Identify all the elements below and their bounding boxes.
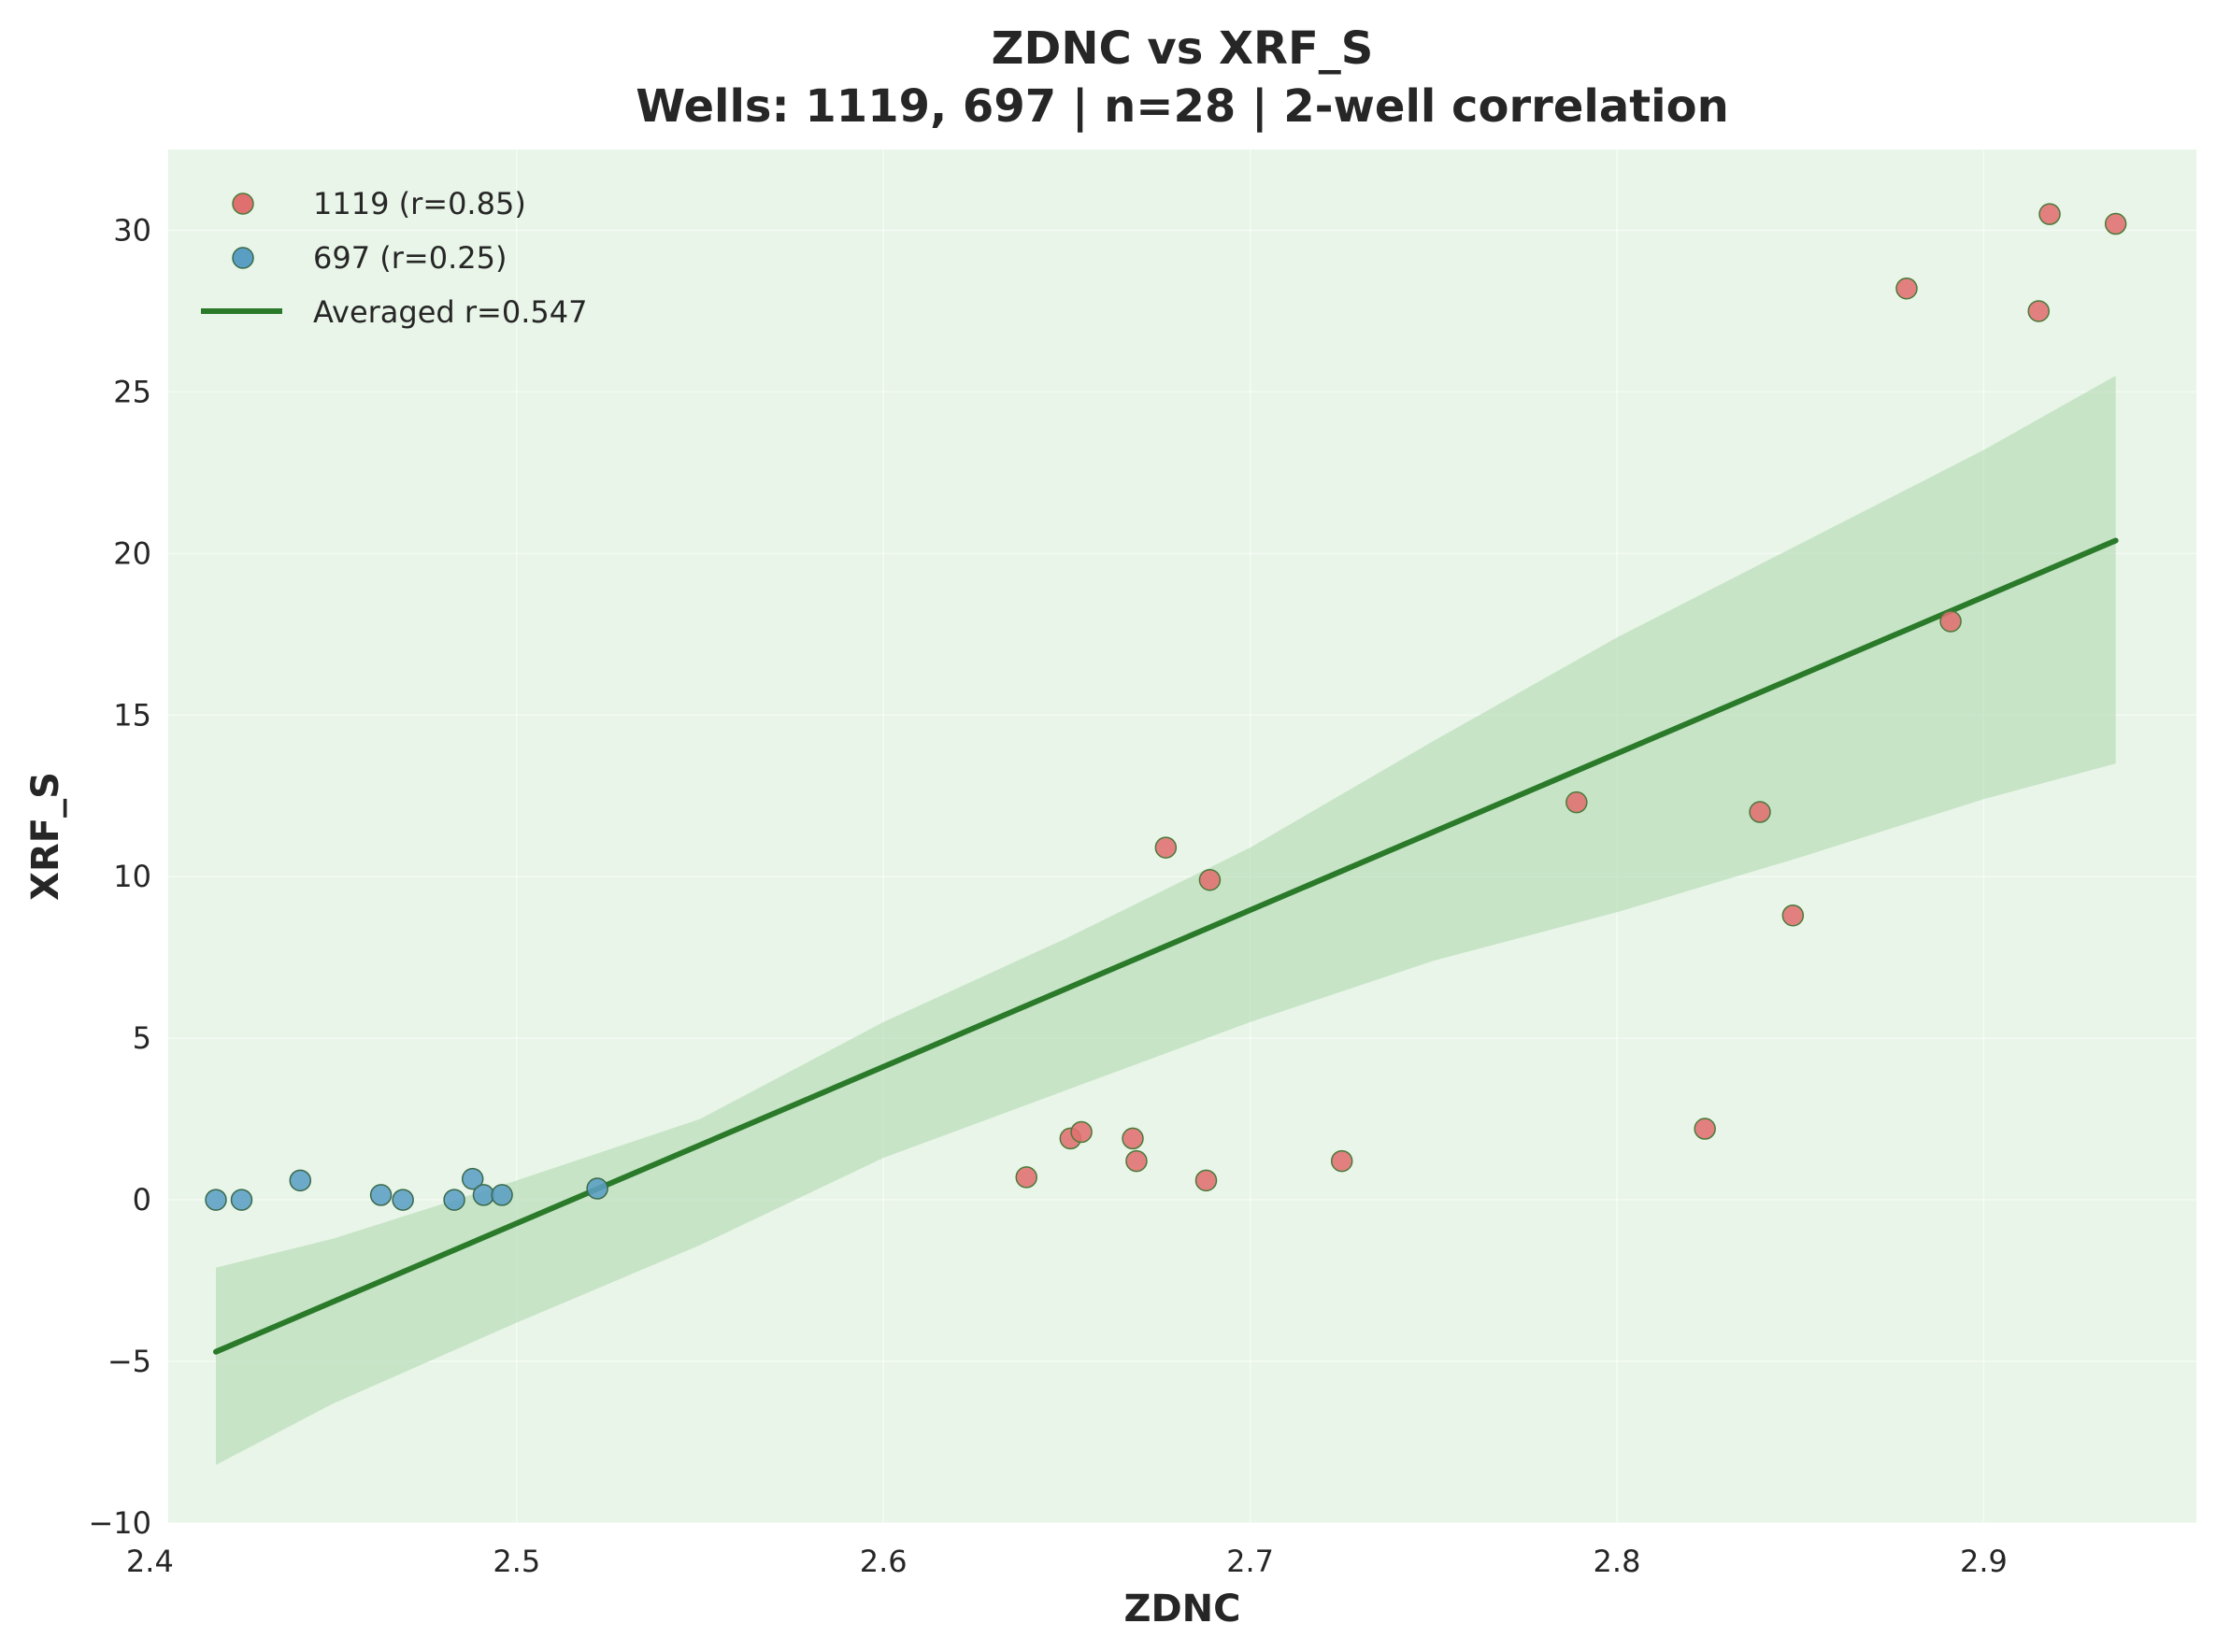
point-series-0 (1198, 868, 1222, 891)
point-series-1 (461, 1167, 484, 1190)
point-series-0 (1749, 801, 1771, 823)
point-series-0 (1154, 836, 1178, 859)
y-axis-ticks: −10 −5 0 5 10 15 20 25 30 (88, 212, 151, 1541)
chart-title: ZDNC vs XRF_S (992, 22, 1374, 75)
y-axis-label: XRF_S (24, 772, 67, 901)
y-tick-label: −5 (107, 1344, 151, 1379)
point-series-0 (2104, 212, 2127, 235)
fit-line (213, 537, 2119, 1355)
point-series-1 (289, 1169, 312, 1192)
y-tick-label: 0 (133, 1182, 151, 1218)
point-series-0 (1194, 1169, 1218, 1192)
point-series-0 (2038, 203, 2061, 225)
point-series-0 (1895, 277, 1918, 300)
confidence-band-area (216, 376, 2116, 1465)
legend-marker-697 (232, 247, 254, 269)
legend-label-697: 697 (r=0.25) (313, 240, 507, 276)
point-series-1 (392, 1189, 414, 1211)
legend[interactable]: 1119 (r=0.85) 697 (r=0.25) Averaged r=0.… (201, 186, 587, 330)
y-tick-label: 10 (113, 859, 151, 894)
data-points (205, 203, 2127, 1211)
y-tick-label: 25 (113, 374, 151, 409)
point-series-1 (586, 1177, 608, 1200)
point-series-0 (1694, 1118, 1716, 1140)
x-axis-label: ZDNC (1123, 1588, 1240, 1631)
x-tick-label: 2.4 (126, 1544, 174, 1579)
x-tick-label: 2.8 (1594, 1544, 1641, 1579)
y-tick-label: −10 (88, 1505, 151, 1541)
point-series-0 (1125, 1149, 1148, 1173)
point-series-0 (1070, 1120, 1093, 1144)
y-tick-label: 20 (113, 535, 151, 571)
y-tick-label: 30 (113, 212, 151, 248)
legend-marker-1119 (232, 192, 254, 215)
point-series-1 (230, 1189, 253, 1211)
point-series-0 (1781, 904, 1805, 927)
fit-line-group (213, 537, 2119, 1355)
x-tick-label: 2.6 (860, 1544, 908, 1579)
x-tick-label: 2.5 (493, 1544, 540, 1579)
point-series-0 (1015, 1166, 1037, 1189)
point-series-1 (491, 1184, 513, 1206)
point-series-0 (2027, 300, 2051, 322)
x-axis-ticks: 2.4 2.5 2.6 2.7 2.8 2.9 (126, 1544, 2008, 1579)
x-tick-label: 2.7 (1226, 1544, 1274, 1579)
y-tick-label: 5 (133, 1020, 151, 1056)
legend-label-1119: 1119 (r=0.85) (313, 186, 526, 221)
point-series-1 (443, 1189, 465, 1211)
point-series-0 (1122, 1127, 1144, 1150)
x-tick-label: 2.9 (1960, 1544, 2008, 1579)
chart-subtitle: Wells: 1119, 697 | n=28 | 2-well correla… (636, 80, 1729, 133)
confidence-band (216, 376, 2116, 1465)
point-series-0 (1330, 1149, 1353, 1173)
legend-label-averaged: Averaged r=0.547 (313, 294, 587, 330)
y-tick-label: 15 (113, 697, 151, 733)
point-series-1 (472, 1184, 495, 1206)
point-series-1 (205, 1189, 227, 1211)
point-series-0 (1565, 790, 1588, 814)
point-series-0 (1939, 610, 1962, 633)
point-series-1 (369, 1184, 393, 1206)
